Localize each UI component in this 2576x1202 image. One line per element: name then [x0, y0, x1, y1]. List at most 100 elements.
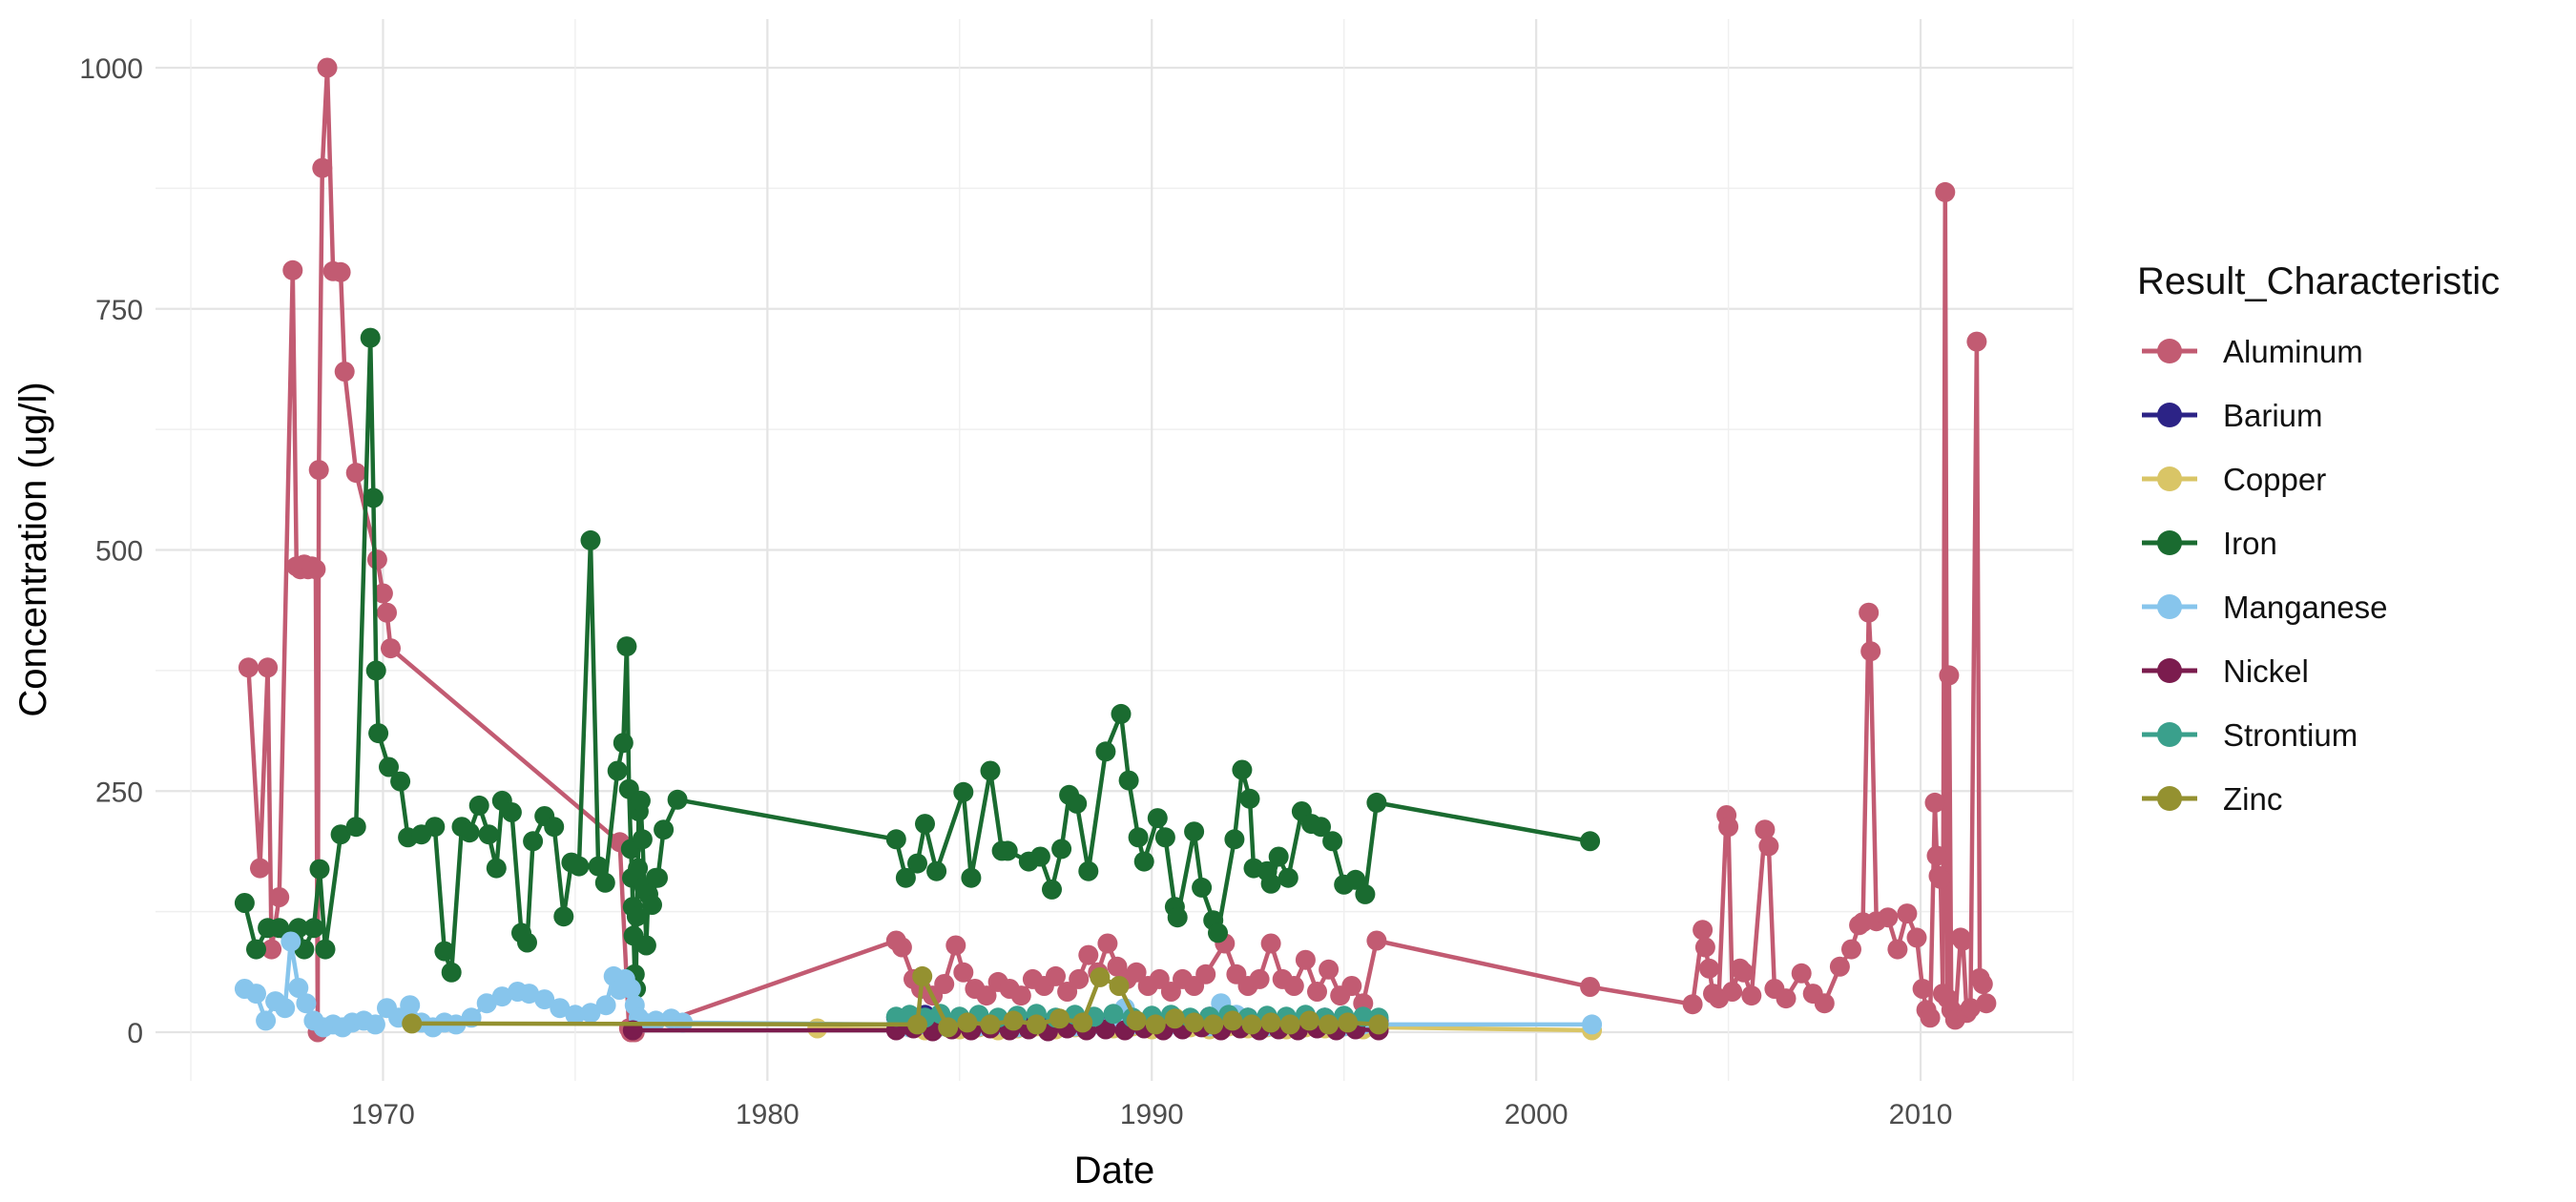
data-point-iron: [315, 939, 336, 960]
data-point-zinc: [402, 1013, 423, 1034]
data-point-aluminum: [1829, 956, 1850, 977]
data-point-iron: [1192, 877, 1213, 898]
data-point-iron: [365, 660, 386, 681]
data-point-iron: [580, 529, 601, 550]
data-point-iron: [997, 840, 1018, 861]
data-point-aluminum: [1897, 903, 1918, 924]
data-point-aluminum: [1010, 985, 1031, 1006]
data-point-aluminum: [317, 57, 338, 78]
data-point-iron: [309, 859, 330, 880]
data-point-zinc: [1298, 1010, 1319, 1031]
data-point-aluminum: [1755, 819, 1776, 840]
data-point-aluminum: [1069, 968, 1090, 989]
data-point-manganese: [288, 978, 309, 998]
data-point-aluminum: [238, 657, 259, 678]
data-point-aluminum: [1935, 181, 1956, 202]
data-point-iron: [441, 962, 462, 983]
data-point-aluminum: [1283, 976, 1304, 996]
data-point-aluminum: [1097, 933, 1118, 954]
data-point-aluminum: [1366, 930, 1387, 951]
data-point-iron: [654, 819, 675, 840]
data-point-manganese: [296, 993, 317, 1014]
legend-label: Manganese: [2223, 590, 2387, 625]
data-point-iron: [588, 856, 609, 877]
data-point-aluminum: [1319, 959, 1340, 980]
data-point-manganese: [1582, 1014, 1603, 1035]
data-point-zinc: [1003, 1010, 1024, 1031]
data-point-iron: [478, 824, 499, 845]
data-point-aluminum: [1939, 665, 1960, 686]
data-point-zinc: [1072, 1012, 1093, 1033]
data-point-iron: [1208, 922, 1228, 943]
data-point-aluminum: [1776, 988, 1797, 1009]
data-point-iron: [1366, 792, 1387, 813]
data-point-aluminum: [976, 985, 997, 1006]
data-point-aluminum: [934, 974, 955, 994]
data-point-aluminum: [1694, 937, 1715, 958]
data-point-iron: [425, 817, 446, 838]
data-point-iron: [569, 856, 590, 877]
data-point-iron: [594, 872, 615, 893]
data-point-iron: [1311, 817, 1331, 838]
y-tick-label: 750: [95, 295, 143, 326]
data-point-aluminum: [1814, 993, 1835, 1014]
y-tick-label: 500: [95, 536, 143, 568]
data-point-iron: [885, 829, 906, 850]
data-point-manganese: [280, 931, 301, 952]
data-point-manganese: [256, 1010, 277, 1031]
data-point-manganese: [519, 984, 540, 1005]
data-point-zinc: [1279, 1014, 1300, 1035]
data-point-zinc: [1145, 1014, 1166, 1035]
data-point-aluminum: [1878, 907, 1899, 928]
data-point-aluminum: [1920, 1007, 1941, 1028]
legend-title: Result_Characteristic: [2137, 260, 2500, 302]
data-point-zinc: [912, 965, 933, 986]
data-point-aluminum: [1859, 602, 1880, 623]
legend-label: Copper: [2223, 462, 2326, 497]
data-point-iron: [667, 789, 688, 810]
data-point-aluminum: [1976, 993, 1997, 1014]
legend-entry-iron: Iron: [2142, 526, 2277, 561]
series-zinc: [402, 965, 1389, 1038]
data-point-aluminum: [1722, 982, 1743, 1002]
data-point-iron: [1118, 770, 1139, 791]
data-point-iron: [953, 781, 974, 802]
data-point-aluminum: [1741, 985, 1762, 1006]
data-point-manganese: [534, 989, 555, 1010]
data-point-aluminum: [1966, 331, 1987, 352]
data-point-iron: [390, 771, 411, 792]
data-point-iron: [517, 932, 537, 953]
data-point-iron: [368, 723, 389, 744]
data-point-iron: [1078, 860, 1099, 881]
data-point-zinc: [1164, 1008, 1185, 1029]
data-point-aluminum: [1341, 976, 1362, 996]
data-point-iron: [459, 822, 480, 843]
data-point-aluminum: [250, 858, 270, 879]
data-point-iron: [1260, 873, 1281, 894]
data-point-aluminum: [1295, 949, 1316, 970]
legend-entry-strontium: Strontium: [2142, 717, 2358, 753]
data-point-aluminum: [1972, 974, 1993, 994]
data-point-iron: [642, 895, 662, 915]
data-point-iron: [648, 867, 668, 888]
data-point-manganese: [364, 1014, 385, 1035]
data-point-iron: [980, 760, 1001, 781]
data-point-aluminum: [1791, 963, 1812, 984]
data-point-iron: [613, 733, 634, 754]
data-point-zinc: [1090, 966, 1111, 987]
data-point-aluminum: [305, 559, 326, 580]
y-tick-label: 0: [127, 1018, 143, 1049]
data-point-iron: [1029, 846, 1050, 867]
data-point-iron: [468, 795, 489, 816]
data-point-manganese: [620, 979, 641, 999]
data-point-iron: [1133, 851, 1154, 872]
data-point-zinc: [1026, 1014, 1047, 1035]
data-point-iron: [1167, 907, 1188, 928]
data-point-zinc: [1203, 1014, 1224, 1035]
legend-label: Nickel: [2223, 653, 2309, 689]
data-point-aluminum: [308, 460, 329, 481]
x-tick-label: 1990: [1120, 1099, 1184, 1130]
data-point-iron: [434, 941, 455, 962]
data-point-aluminum: [1952, 930, 1973, 951]
